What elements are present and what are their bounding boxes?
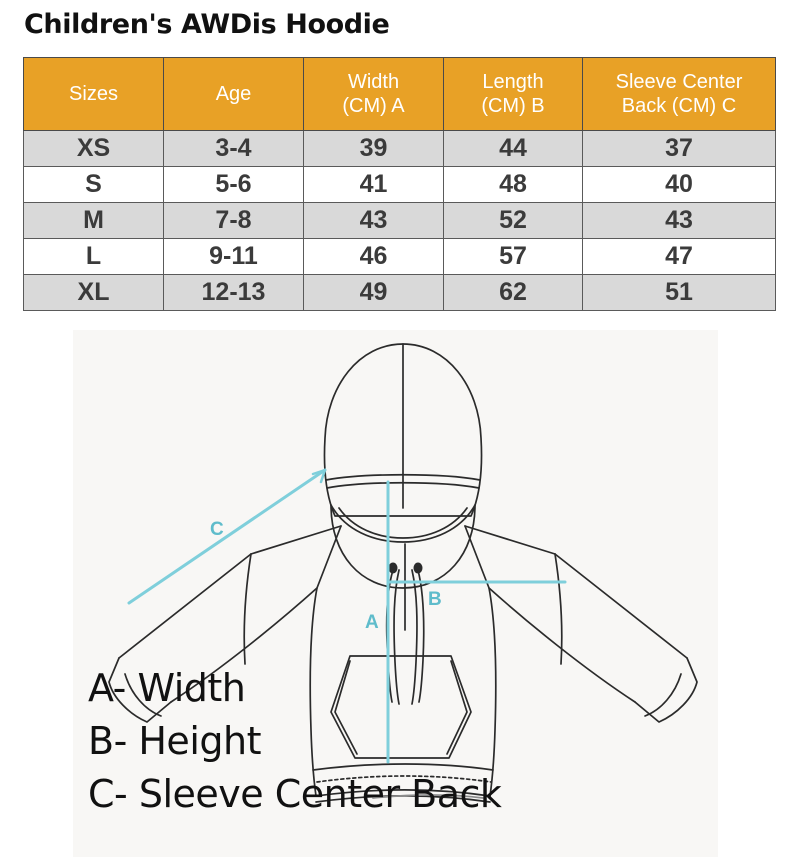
cuff-left-inner — [124, 673, 162, 717]
cell-width: 39 — [303, 130, 444, 167]
body-left-side — [309, 525, 342, 797]
drawstring-left-edge — [393, 569, 400, 705]
eyelet-left — [388, 562, 398, 574]
sleeve-left-bottom — [170, 587, 318, 703]
sleeve-right-top — [554, 553, 688, 659]
hood-opening-inner — [338, 507, 468, 539]
hood-opening — [330, 504, 476, 543]
drawstring-right-edge — [411, 569, 418, 705]
measure-line-c — [127, 468, 327, 605]
pocket-opening-right — [446, 660, 468, 755]
column-header-width-line2: (CM) A — [342, 95, 405, 117]
cell-width: 46 — [303, 238, 444, 275]
column-header-width: Width (CM) A — [303, 57, 444, 131]
hoodie-illustration — [108, 343, 698, 803]
measure-label-c: C — [210, 519, 224, 540]
column-header-sleeve: Sleeve Center Back (CM) C — [582, 57, 776, 131]
cell-sleeve: 40 — [582, 166, 776, 203]
cuff-left — [108, 657, 172, 723]
cell-size: L — [23, 238, 164, 275]
cell-age: 3-4 — [163, 130, 304, 167]
waistband-ribbing — [316, 775, 492, 783]
cell-size: S — [23, 166, 164, 203]
cell-length: 57 — [443, 238, 583, 275]
cell-age: 12-13 — [163, 274, 304, 311]
waistband-top — [312, 763, 494, 771]
column-header-length: Length (CM) B — [443, 57, 583, 131]
cell-age: 9-11 — [163, 238, 304, 275]
sleeve-left-seam — [243, 553, 252, 665]
column-header-length-line1: Length — [482, 70, 544, 93]
size-chart-body: XS 3-4 39 44 37 S 5-6 41 48 40 M 7-8 43 … — [23, 130, 776, 311]
measurement-labels: C B A — [210, 519, 442, 633]
table-row: L 9-11 46 57 47 — [23, 238, 776, 275]
column-header-width-line1: Width — [347, 70, 400, 93]
size-chart-header: Sizes Age Width (CM) A Length (CM) B Sle… — [23, 57, 776, 131]
cell-width: 43 — [303, 202, 444, 239]
hood-outline — [323, 343, 483, 517]
waistband-hem — [315, 795, 491, 803]
cell-width: 49 — [303, 274, 444, 311]
measurement-guides — [127, 468, 567, 764]
measure-label-a: A — [365, 612, 379, 633]
cell-sleeve: 43 — [582, 202, 776, 239]
sleeve-right-seam — [554, 553, 563, 665]
measurement-diagram-panel: C B A — [73, 330, 718, 857]
hoodie-diagram-svg: C B A — [108, 343, 698, 803]
cuff-right-inner — [644, 673, 682, 717]
table-row: XS 3-4 39 44 37 — [23, 130, 776, 167]
pocket-opening-left — [334, 660, 358, 755]
cell-size: M — [23, 202, 164, 239]
kangaroo-pocket — [330, 655, 472, 759]
cell-length: 48 — [443, 166, 583, 203]
cell-sleeve: 37 — [582, 130, 776, 167]
waistband-shadow — [372, 794, 484, 799]
shoulder-right — [464, 525, 556, 555]
size-chart-table: Sizes Age Width (CM) A Length (CM) B Sle… — [23, 57, 776, 311]
cell-length: 62 — [443, 274, 583, 311]
column-header-sleeve-line2: Back (CM) C — [621, 95, 737, 117]
drawstring-right — [417, 569, 425, 703]
page-title: Children's AWDis Hoodie — [24, 9, 390, 40]
body-right-side — [464, 525, 497, 797]
shoulder-left — [250, 525, 342, 555]
size-chart-container: Sizes Age Width (CM) A Length (CM) B Sle… — [23, 57, 776, 311]
column-header-sizes-line1: Sizes — [69, 82, 118, 105]
cell-width: 41 — [303, 166, 444, 203]
column-header-age: Age — [163, 57, 304, 131]
table-row: XL 12-13 49 62 51 — [23, 274, 776, 311]
cell-size: XL — [23, 274, 164, 311]
cell-length: 44 — [443, 130, 583, 167]
cell-sleeve: 51 — [582, 274, 776, 311]
column-header-sleeve-line1: Sleeve Center — [615, 70, 743, 93]
measure-label-b: B — [428, 589, 442, 610]
column-header-age-line1: Age — [215, 82, 252, 105]
cell-age: 5-6 — [163, 166, 304, 203]
eyelet-right — [413, 562, 423, 574]
cuff-right — [634, 657, 698, 723]
table-row: S 5-6 41 48 40 — [23, 166, 776, 203]
measure-arrow-c-head — [311, 468, 327, 484]
sleeve-right-bottom — [488, 587, 636, 703]
column-header-length-line2: (CM) B — [481, 95, 545, 117]
table-row: M 7-8 43 52 43 — [23, 202, 776, 239]
cell-size: XS — [23, 130, 164, 167]
header-row: Sizes Age Width (CM) A Length (CM) B Sle… — [23, 57, 776, 131]
cell-sleeve: 47 — [582, 238, 776, 275]
column-header-sizes: Sizes — [23, 57, 164, 131]
collar-curve — [330, 504, 476, 589]
cell-age: 7-8 — [163, 202, 304, 239]
cell-length: 52 — [443, 202, 583, 239]
waistband-bottom — [315, 789, 491, 797]
sleeve-left-top — [118, 553, 252, 659]
